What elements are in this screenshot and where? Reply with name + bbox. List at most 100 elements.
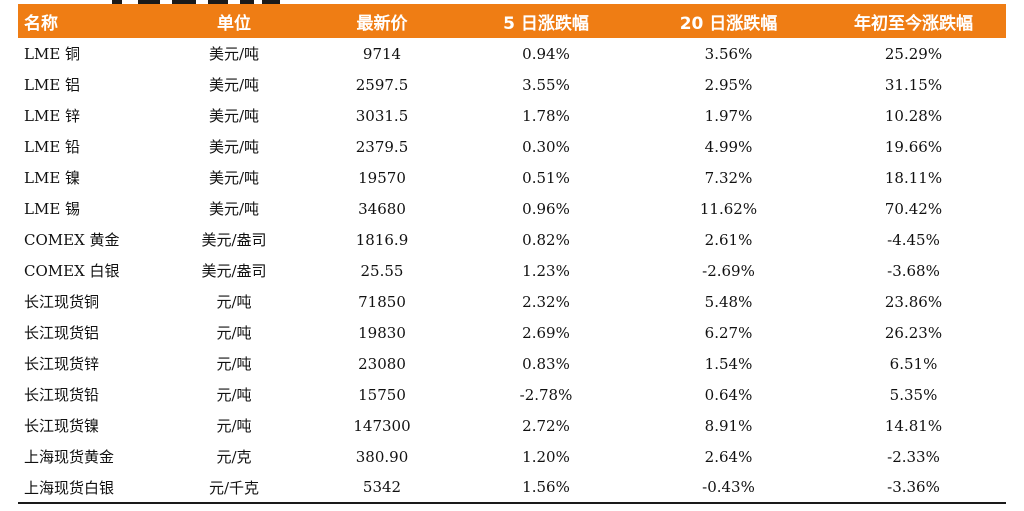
cell-name: 长江现货铝 [24,324,100,342]
cell-20day-change: 0.64% [704,385,753,404]
cell-ytd-change: -2.33% [887,447,940,466]
cell-name: COMEX 黄金 [24,231,120,249]
cell-name: 上海现货黄金 [24,448,115,466]
cell-name: 长江现货镍 [24,417,100,435]
cell-5day-change: 0.82% [522,230,570,249]
cell-ytd-change: 26.23% [884,323,943,342]
cell-5day-change: 1.56% [456,472,636,504]
cell-latest-price: 2379.5 [355,137,409,156]
cell-latest-price: 15750 [358,385,406,404]
cell-20day-change: 4.99% [704,137,753,156]
cell-latest-price: 23080 [358,354,406,373]
cell-20day-change: 3.56% [704,44,753,63]
cell-ytd-change: -4.45% [887,230,940,249]
cell-20day-change: 11.62% [699,199,758,218]
cell-20day-change: 8.91% [704,416,753,435]
cell-latest-price: 34680 [358,199,406,218]
header-ytd-change: 年初至今涨跌幅 [854,13,973,34]
cell-latest-price: 2597.5 [355,75,409,94]
table-row: 长江现货铝 元/吨 19830 2.69% 6.27% 26.23% [18,317,1006,348]
cell-20day-change: 2.95% [704,75,753,94]
cell-latest-price: 5342 [308,472,456,504]
cell-ytd-change: 19.66% [884,137,943,156]
cell-unit: 元/克 [216,448,252,466]
cell-name: LME 铅 [24,138,81,156]
table-row: 长江现货铅 元/吨 15750 -2.78% 0.64% 5.35% [18,379,1006,410]
header-name: 名称 [24,13,58,34]
cell-latest-price: 19570 [358,168,406,187]
cell-5day-change: 2.32% [522,292,570,311]
cell-unit: 美元/盎司 [201,231,267,249]
cell-5day-change: 0.94% [522,44,570,63]
header-20day-change: 20 日涨跌幅 [679,13,778,34]
cell-5day-change: 0.30% [522,137,570,156]
cell-unit: 美元/盎司 [201,262,267,280]
table-row: 长江现货镍 元/吨 147300 2.72% 8.91% 14.81% [18,410,1006,441]
cell-latest-price: 19830 [358,323,406,342]
cell-name: LME 镍 [24,169,81,187]
cell-20day-change: -2.69% [702,261,755,280]
cell-latest-price: 25.55 [360,261,404,280]
table-row: COMEX 白银 美元/盎司 25.55 1.23% -2.69% -3.68% [18,255,1006,286]
cell-5day-change: 2.72% [522,416,570,435]
table-row: LME 铅 美元/吨 2379.5 0.30% 4.99% 19.66% [18,131,1006,162]
table-row: COMEX 黄金 美元/盎司 1816.9 0.82% 2.61% -4.45% [18,224,1006,255]
cell-5day-change: 0.96% [522,199,570,218]
cell-unit: 美元/吨 [208,138,260,156]
table-row: LME 铝 美元/吨 2597.5 3.55% 2.95% 31.15% [18,69,1006,100]
cell-20day-change: 5.48% [704,292,753,311]
cell-20day-change: 2.64% [704,447,753,466]
table-body: LME 铜美元/吨 9714 0.94% 3.56% 25.29% LME 铝美元/吨 25… [18,38,1006,504]
cell-ytd-change: 14.81% [884,416,943,435]
table-row: 长江现货锌 元/吨 23080 0.83% 1.54% 6.51% [18,348,1006,379]
cell-ytd-change: 23.86% [884,292,943,311]
cell-ytd-change: -3.36% [821,472,1006,504]
cell-5day-change: -2.78% [519,385,573,404]
cell-5day-change: 2.69% [522,323,570,342]
cell-latest-price: 380.90 [355,447,409,466]
cell-5day-change: 3.55% [522,75,570,94]
cell-5day-change: 1.23% [522,261,570,280]
table-row: 上海现货白银 元/千克 5342 1.56% -0.43% -3.36% [18,472,1006,504]
cell-5day-change: 0.51% [522,168,570,187]
cell-latest-price: 1816.9 [355,230,409,249]
cell-latest-price: 71850 [358,292,406,311]
cell-ytd-change: 6.51% [889,354,938,373]
cell-ytd-change: 5.35% [889,385,938,404]
cell-5day-change: 1.20% [522,447,570,466]
cell-5day-change: 1.78% [522,106,570,125]
cell-20day-change: 7.32% [704,168,753,187]
cell-latest-price: 147300 [353,416,411,435]
cell-ytd-change: 31.15% [884,75,943,94]
cell-name: LME 锡 [24,200,81,218]
cell-unit: 元/千克 [160,472,308,504]
cell-unit: 元/吨 [216,324,252,342]
cell-unit: 元/吨 [216,355,252,373]
header-unit: 单位 [217,13,251,34]
cell-20day-change: 6.27% [704,323,753,342]
cell-20day-change: -0.43% [636,472,821,504]
cell-name: 上海现货白银 [18,472,160,504]
table-row: LME 铜 美元/吨 9714 0.94% 3.56% 25.29% [18,38,1006,69]
cell-unit: 美元/吨 [208,169,260,187]
cell-unit: 元/吨 [216,386,252,404]
cell-name: 长江现货铅 [24,386,100,404]
table-row: 长江现货铜 元/吨 71850 2.32% 5.48% 23.86% [18,286,1006,317]
cell-latest-price: 9714 [362,44,402,63]
cell-name: LME 铜 [24,45,81,63]
cell-name: LME 铝 [24,76,81,94]
cell-latest-price: 3031.5 [355,106,409,125]
header-latest-price: 最新价 [356,13,408,34]
cell-ytd-change: 18.11% [884,168,943,187]
cell-20day-change: 1.54% [704,354,753,373]
table-row: 上海现货黄金 元/克 380.90 1.20% 2.64% -2.33% [18,441,1006,472]
cell-unit: 元/吨 [216,293,252,311]
cell-ytd-change: 25.29% [884,44,943,63]
cell-20day-change: 1.97% [704,106,753,125]
table-header-row: 名称 单位 最新价 5 日涨跌幅 20 日涨跌幅 年初至今涨跌幅 [18,4,1006,38]
cell-ytd-change: 10.28% [884,106,943,125]
cell-name: COMEX 白银 [24,262,120,280]
cell-unit: 元/吨 [216,417,252,435]
cell-name: LME 锌 [24,107,81,125]
cell-ytd-change: -3.68% [887,261,940,280]
